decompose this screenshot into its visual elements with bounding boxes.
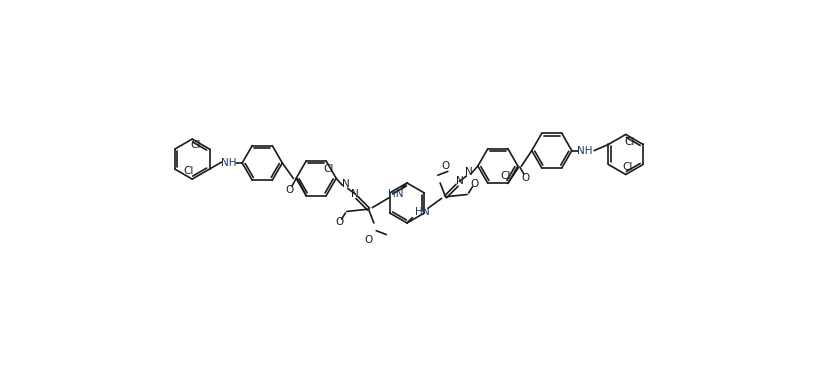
Text: HN: HN [387,189,403,199]
Text: Cl: Cl [622,162,633,172]
Text: O: O [364,235,372,245]
Text: O: O [441,161,449,171]
Text: N: N [455,176,462,186]
Text: O: O [285,185,293,195]
Text: Cl: Cl [191,140,201,150]
Text: H: H [414,207,422,217]
Text: Cl: Cl [183,167,193,176]
Text: O: O [521,173,529,183]
Text: N: N [421,207,429,217]
Text: N: N [464,167,472,177]
Text: Cl: Cl [500,171,510,180]
Text: NH: NH [577,146,592,156]
Text: NH: NH [222,158,237,168]
Text: O: O [334,217,343,227]
Text: N: N [341,179,349,190]
Text: O: O [470,179,478,189]
Text: Cl: Cl [323,164,334,174]
Text: N: N [350,189,358,199]
Text: Cl: Cl [624,137,634,147]
